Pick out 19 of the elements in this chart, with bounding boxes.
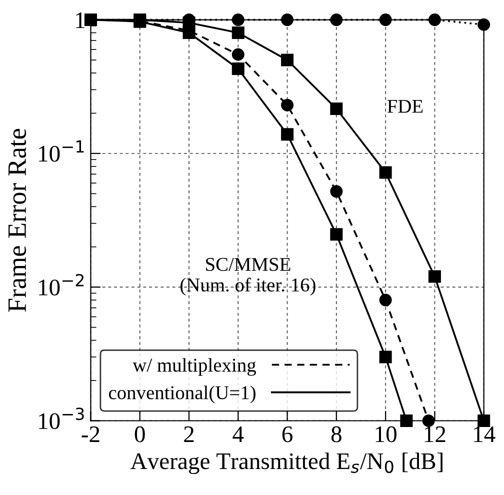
x-tick-label: 8 (331, 426, 342, 442)
annotation: FDE (387, 100, 423, 113)
x-tick-label: 2 (184, 426, 194, 442)
legend-label: w/ multiplexing (132, 358, 256, 376)
x-tick-label: 10 (376, 426, 396, 442)
x-tick-label: 0 (134, 426, 145, 442)
legend-label: conventional(U=1) (108, 386, 256, 404)
x-axis-title: Average Transmitted E$_{s}$/N$_{0}$ [dB] (130, 452, 442, 474)
y-tick-label: 1 (76, 12, 84, 28)
y-tick-label: 10$^{−3}$ (39, 408, 84, 430)
x-tick-label: 12 (424, 426, 446, 442)
y-tick-label: 10$^{−1}$ (39, 140, 84, 162)
x-tick-label: -2 (82, 426, 100, 442)
y-axis-title: Frame Error Rate (8, 128, 26, 312)
x-tick-label: 4 (232, 426, 244, 442)
x-tick-label: 6 (282, 426, 292, 442)
annotation: SC/MMSE (Num. of iter. 16) (180, 258, 316, 296)
x-tick-label: 14 (474, 426, 496, 442)
y-tick-label: 10$^{−2}$ (39, 274, 84, 296)
